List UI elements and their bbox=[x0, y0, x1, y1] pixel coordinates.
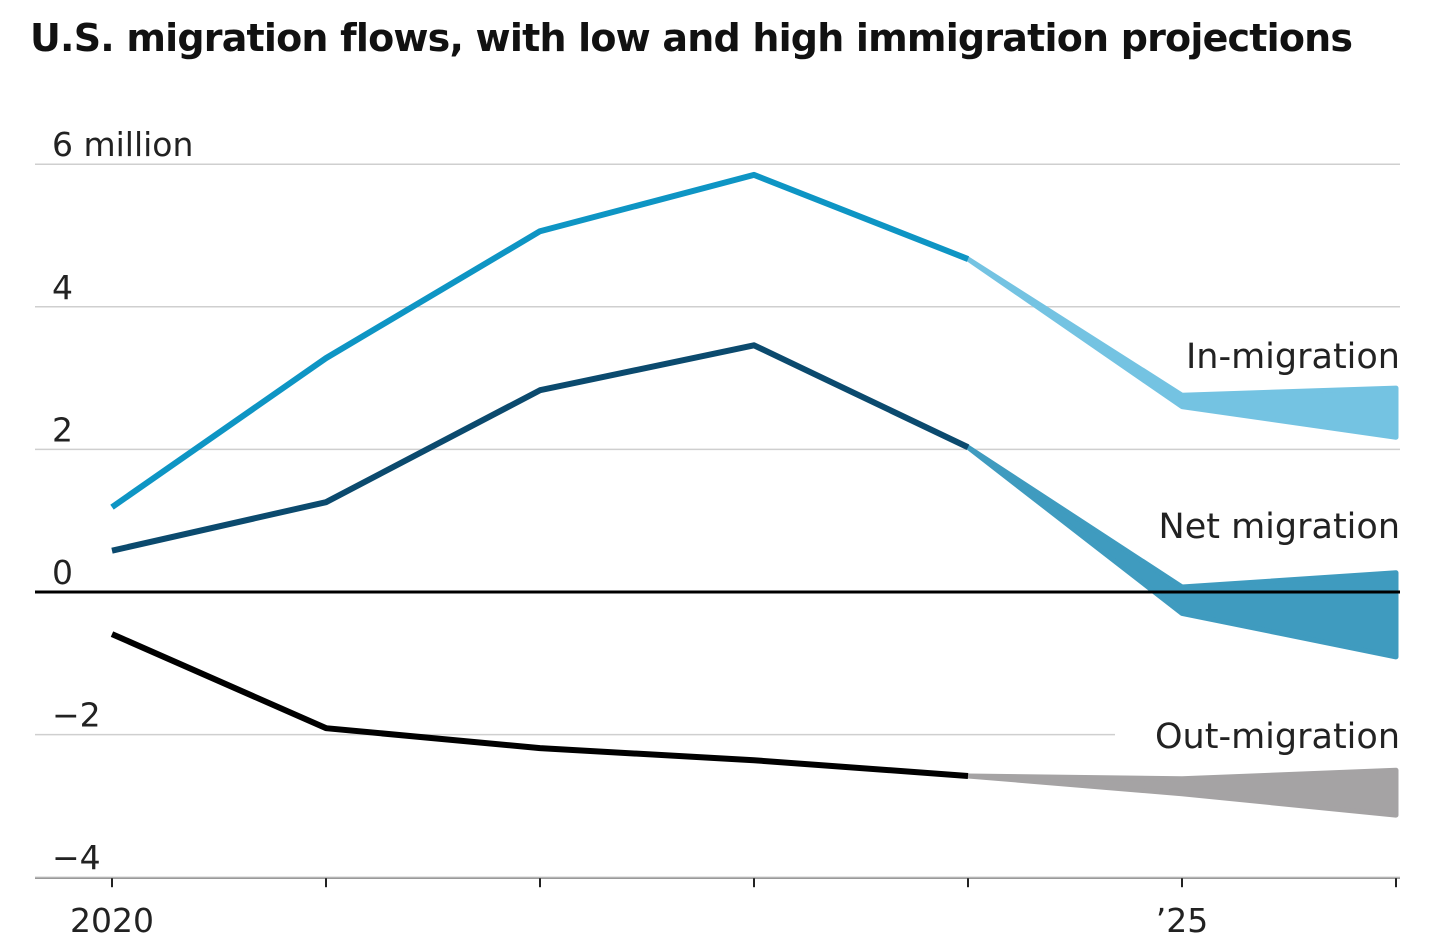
projection-band bbox=[965, 256, 1399, 440]
projection-band bbox=[965, 444, 1399, 660]
x-tick-label: 2020 bbox=[70, 901, 154, 940]
series-line bbox=[110, 631, 969, 779]
series-label: Out-migration bbox=[1155, 717, 1400, 757]
series-label: Net migration bbox=[1159, 507, 1400, 547]
y-tick-label: −4 bbox=[52, 838, 101, 877]
y-tick-label: 2 bbox=[52, 410, 73, 449]
y-tick-label: −2 bbox=[52, 696, 101, 735]
series-line bbox=[111, 342, 970, 554]
y-tick-label: 4 bbox=[52, 268, 73, 307]
y-tick-label: 6 million bbox=[52, 125, 193, 164]
series-line bbox=[110, 171, 970, 510]
y-tick-label: 0 bbox=[52, 553, 73, 592]
label-backdrop bbox=[1120, 714, 1405, 758]
series-label: In-migration bbox=[1186, 337, 1400, 377]
chart-title: U.S. migration flows, with low and high … bbox=[30, 16, 1353, 60]
x-tick-label: ’25 bbox=[1156, 901, 1208, 940]
projection-band bbox=[965, 767, 1399, 818]
